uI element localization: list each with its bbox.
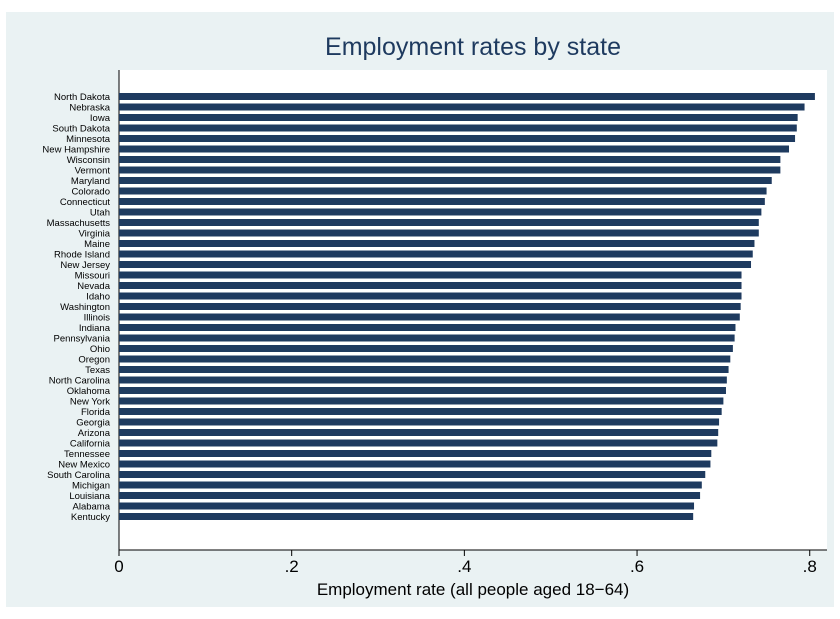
x-tick-label: 0 — [114, 557, 123, 576]
category-label: Alabama — [73, 502, 111, 513]
category-label: New Hampshire — [42, 145, 110, 156]
bar — [119, 103, 805, 111]
category-label: Missouri — [75, 271, 110, 282]
bar — [119, 303, 741, 310]
bar — [119, 471, 706, 478]
category-label: Oregon — [78, 355, 110, 366]
bar — [119, 114, 798, 121]
bar — [119, 229, 759, 237]
bar — [119, 208, 762, 216]
bar — [119, 292, 742, 300]
category-label: Ohio — [90, 344, 110, 355]
x-tick-label: .8 — [803, 557, 817, 576]
bar — [119, 313, 740, 321]
bar — [119, 198, 765, 205]
bar — [119, 376, 727, 384]
category-label: New Jersey — [60, 260, 110, 271]
bar — [119, 135, 796, 142]
category-label: Idaho — [86, 292, 110, 303]
bar — [119, 460, 711, 468]
category-label: New York — [70, 397, 110, 408]
bar — [119, 219, 759, 226]
category-label: Nevada — [77, 281, 110, 292]
category-label: Nebraska — [69, 103, 110, 114]
bar — [119, 166, 781, 174]
bar — [119, 187, 767, 195]
category-label: Vermont — [75, 166, 111, 177]
bar — [119, 418, 720, 426]
bar-chart: Employment rates by state Employment rat… — [42, 33, 827, 599]
bar — [119, 513, 694, 520]
category-label: Indiana — [79, 323, 111, 334]
x-tick-label: .6 — [630, 557, 644, 576]
x-axis-label: Employment rate (all people aged 18−64) — [317, 580, 629, 599]
bar — [119, 240, 755, 247]
category-label: Colorado — [71, 187, 110, 198]
x-tick-label: .2 — [285, 557, 299, 576]
category-label: Illinois — [84, 313, 111, 324]
category-label: Massachusetts — [47, 218, 111, 229]
category-label: Tennessee — [64, 449, 110, 460]
bar — [119, 345, 733, 352]
bar — [119, 250, 753, 258]
category-label: South Dakota — [52, 124, 110, 135]
bar — [119, 261, 752, 268]
bar — [119, 145, 790, 153]
bar — [119, 271, 742, 279]
category-label: Florida — [81, 407, 111, 418]
category-label: Kentucky — [71, 512, 110, 523]
category-label: Maryland — [71, 176, 110, 187]
category-label: Wisconsin — [67, 155, 110, 166]
bar — [119, 366, 729, 373]
category-label: Rhode Island — [54, 250, 110, 261]
category-label: Iowa — [90, 113, 111, 124]
category-label: Georgia — [76, 418, 111, 429]
category-label: Michigan — [72, 481, 110, 492]
category-label: South Carolina — [47, 470, 111, 481]
bar — [119, 387, 726, 394]
bar — [119, 429, 719, 436]
category-label: Utah — [90, 208, 110, 219]
bar — [119, 124, 797, 132]
chart-title: Employment rates by state — [325, 33, 621, 61]
category-label: Connecticut — [60, 197, 111, 208]
category-label: Virginia — [78, 229, 110, 240]
bar — [119, 439, 718, 447]
bar — [119, 397, 724, 405]
category-label: North Carolina — [49, 376, 111, 387]
bar — [119, 324, 736, 331]
category-label: Pennsylvania — [53, 334, 110, 345]
category-label: Texas — [85, 365, 110, 376]
bar — [119, 93, 815, 100]
category-label: Oklahoma — [67, 386, 111, 397]
bars-group — [119, 93, 815, 520]
category-label: California — [70, 439, 111, 450]
category-label: Minnesota — [66, 134, 111, 145]
x-axis-ticks: 0 .2 .4 .6 .8 — [114, 550, 817, 576]
x-tick-label: .4 — [457, 557, 471, 576]
category-label: Arizona — [78, 428, 111, 439]
chart-panel: Employment rates by state Employment rat… — [6, 12, 834, 607]
bar — [119, 355, 731, 363]
bar — [119, 450, 712, 457]
bar — [119, 492, 701, 499]
category-label: Washington — [60, 302, 110, 313]
bar — [119, 502, 695, 510]
bar — [119, 177, 772, 184]
bar — [119, 282, 742, 289]
category-label: Maine — [84, 239, 110, 250]
bar — [119, 481, 702, 489]
category-label: Louisiana — [69, 491, 110, 502]
bar — [119, 156, 781, 163]
category-label: North Dakota — [54, 92, 111, 103]
category-label: New Mexico — [58, 460, 110, 471]
bar — [119, 408, 722, 415]
bar — [119, 334, 735, 342]
